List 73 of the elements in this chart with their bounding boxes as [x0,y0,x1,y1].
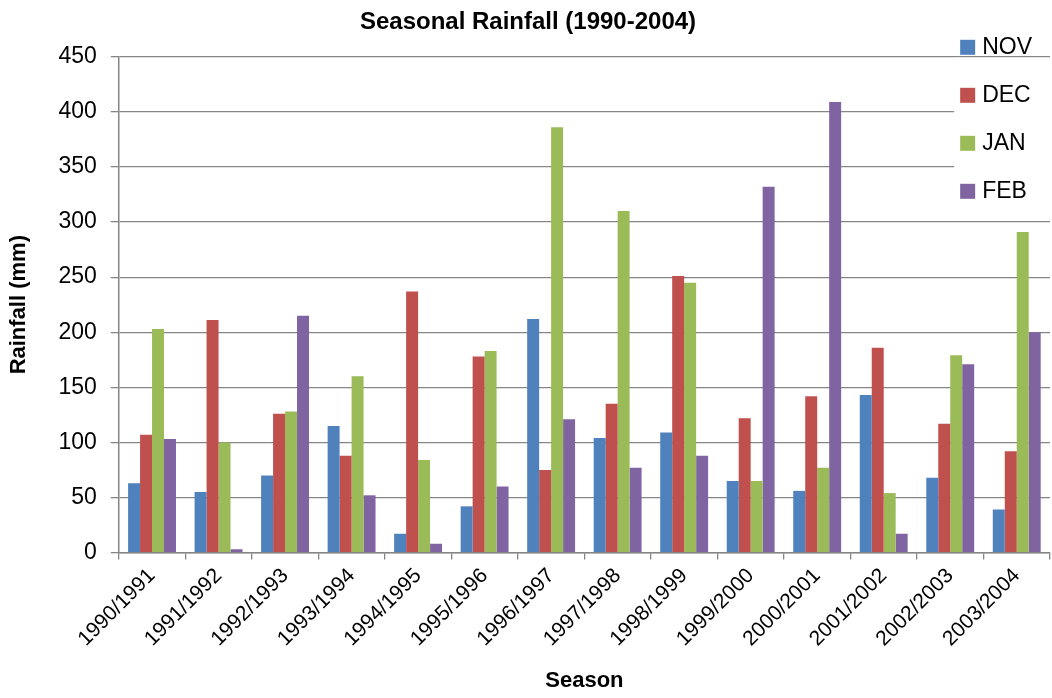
bar [1016,231,1029,552]
y-axis-title: Rainfall (mm) [5,235,31,375]
y-tick-label: 200 [58,317,97,344]
bar [1028,332,1041,552]
bar [128,483,141,552]
y-tick-label: 450 [58,42,97,69]
bar [194,491,207,552]
bar [297,315,310,552]
bar [327,425,340,552]
bar [285,411,298,552]
bar [696,455,709,552]
y-tick-label: 400 [58,97,97,124]
bar [962,364,975,552]
bar [140,434,153,552]
bar [617,211,630,552]
bar [750,480,763,552]
bar [1004,451,1017,552]
legend-label: JAN [982,129,1026,156]
bar [660,432,673,552]
bar [230,549,243,552]
chart-title: Seasonal Rainfall (1990-2004) [359,7,697,35]
bar [926,477,939,552]
bar [805,396,818,552]
y-tick-label: 250 [58,262,97,289]
bar [605,403,618,552]
bar [871,347,884,552]
bar [726,480,739,552]
bar [484,350,497,552]
bar [938,423,951,552]
bar [339,455,352,552]
bar [883,493,896,552]
y-tick-label: 350 [58,152,97,179]
x-axis-title: Season [545,666,624,692]
bar [363,495,376,552]
bar [593,438,606,552]
bar [430,543,443,552]
bar [817,467,830,552]
y-tick-label: 50 [71,482,97,509]
legend-label: NOV [982,33,1033,60]
bar [950,355,963,552]
bar [762,186,775,552]
bar [406,291,419,552]
bar [152,328,165,552]
bar [629,467,642,552]
bar [992,509,1005,552]
bar [206,320,219,552]
bar [496,486,509,552]
bar [273,413,286,552]
bar [895,533,908,552]
bar [460,506,473,552]
bar [164,439,176,552]
bar [829,101,842,552]
y-tick-label: 0 [83,537,97,564]
bar [539,469,552,552]
bar [218,442,231,552]
bar [472,356,485,552]
bar [351,376,364,552]
y-tick-label: 300 [58,207,97,234]
bar [394,533,407,552]
bar [859,395,872,552]
bar [793,490,806,552]
bar [684,282,697,552]
y-tick-label: 150 [58,372,97,399]
legend-label: FEB [982,177,1027,204]
bar [738,418,751,552]
bar [527,319,540,552]
bar [551,127,564,552]
bar [261,475,274,552]
bar [418,460,431,552]
legend-label: DEC [982,81,1031,108]
bar [672,276,685,552]
y-tick-label: 100 [58,427,97,454]
bar [563,419,576,552]
